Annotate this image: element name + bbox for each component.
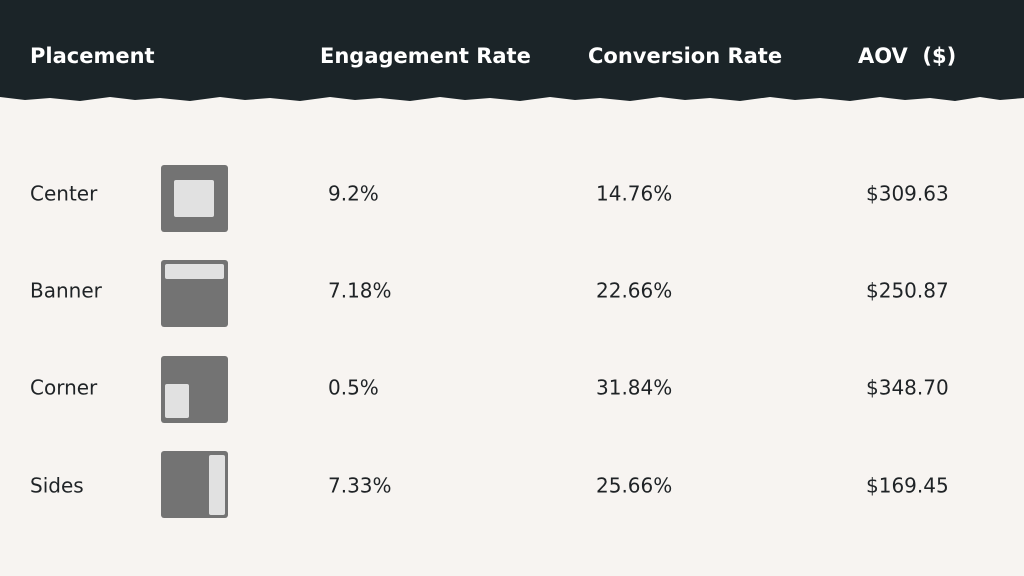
placement-name: Center [30,182,98,206]
placement-name: Sides [30,474,84,498]
table-cell: 22.66% [596,279,672,303]
table-cell: $309.63 [866,182,949,206]
table-cell: $348.70 [866,376,949,400]
table-cell: 7.18% [328,279,392,303]
icon-center [161,165,228,232]
header-cell: Placement [30,44,155,68]
icon-popup [165,384,189,418]
table-cell: $169.45 [866,474,949,498]
table-cell: 14.76% [596,182,672,206]
icon-corner [161,356,228,423]
table-cell: $250.87 [866,279,949,303]
icon-sides [161,451,228,518]
icon-popup [174,180,214,217]
icon-banner [161,260,228,327]
table-cell: 7.33% [328,474,392,498]
header-cell: Conversion Rate [588,44,782,68]
icon-popup [165,264,224,279]
placement-icons [161,165,228,518]
table-cell: 25.66% [596,474,672,498]
table-body: Center 9.2% 14.76% $309.63 Banner 7.18% 22.66%… [30,182,949,498]
header-cell: Engagement Rate [320,44,531,68]
table-cell: 9.2% [328,182,379,206]
table-cell: 0.5% [328,376,379,400]
header-row: Placement Engagement Rate Conversion Rate A… [30,44,956,68]
placement-name: Banner [30,279,103,303]
table-cell: 31.84% [596,376,672,400]
header-band [0,0,1024,101]
placement-name: Corner [30,376,98,400]
icon-popup [209,455,225,515]
header-cell: AOV ($) [858,44,956,68]
